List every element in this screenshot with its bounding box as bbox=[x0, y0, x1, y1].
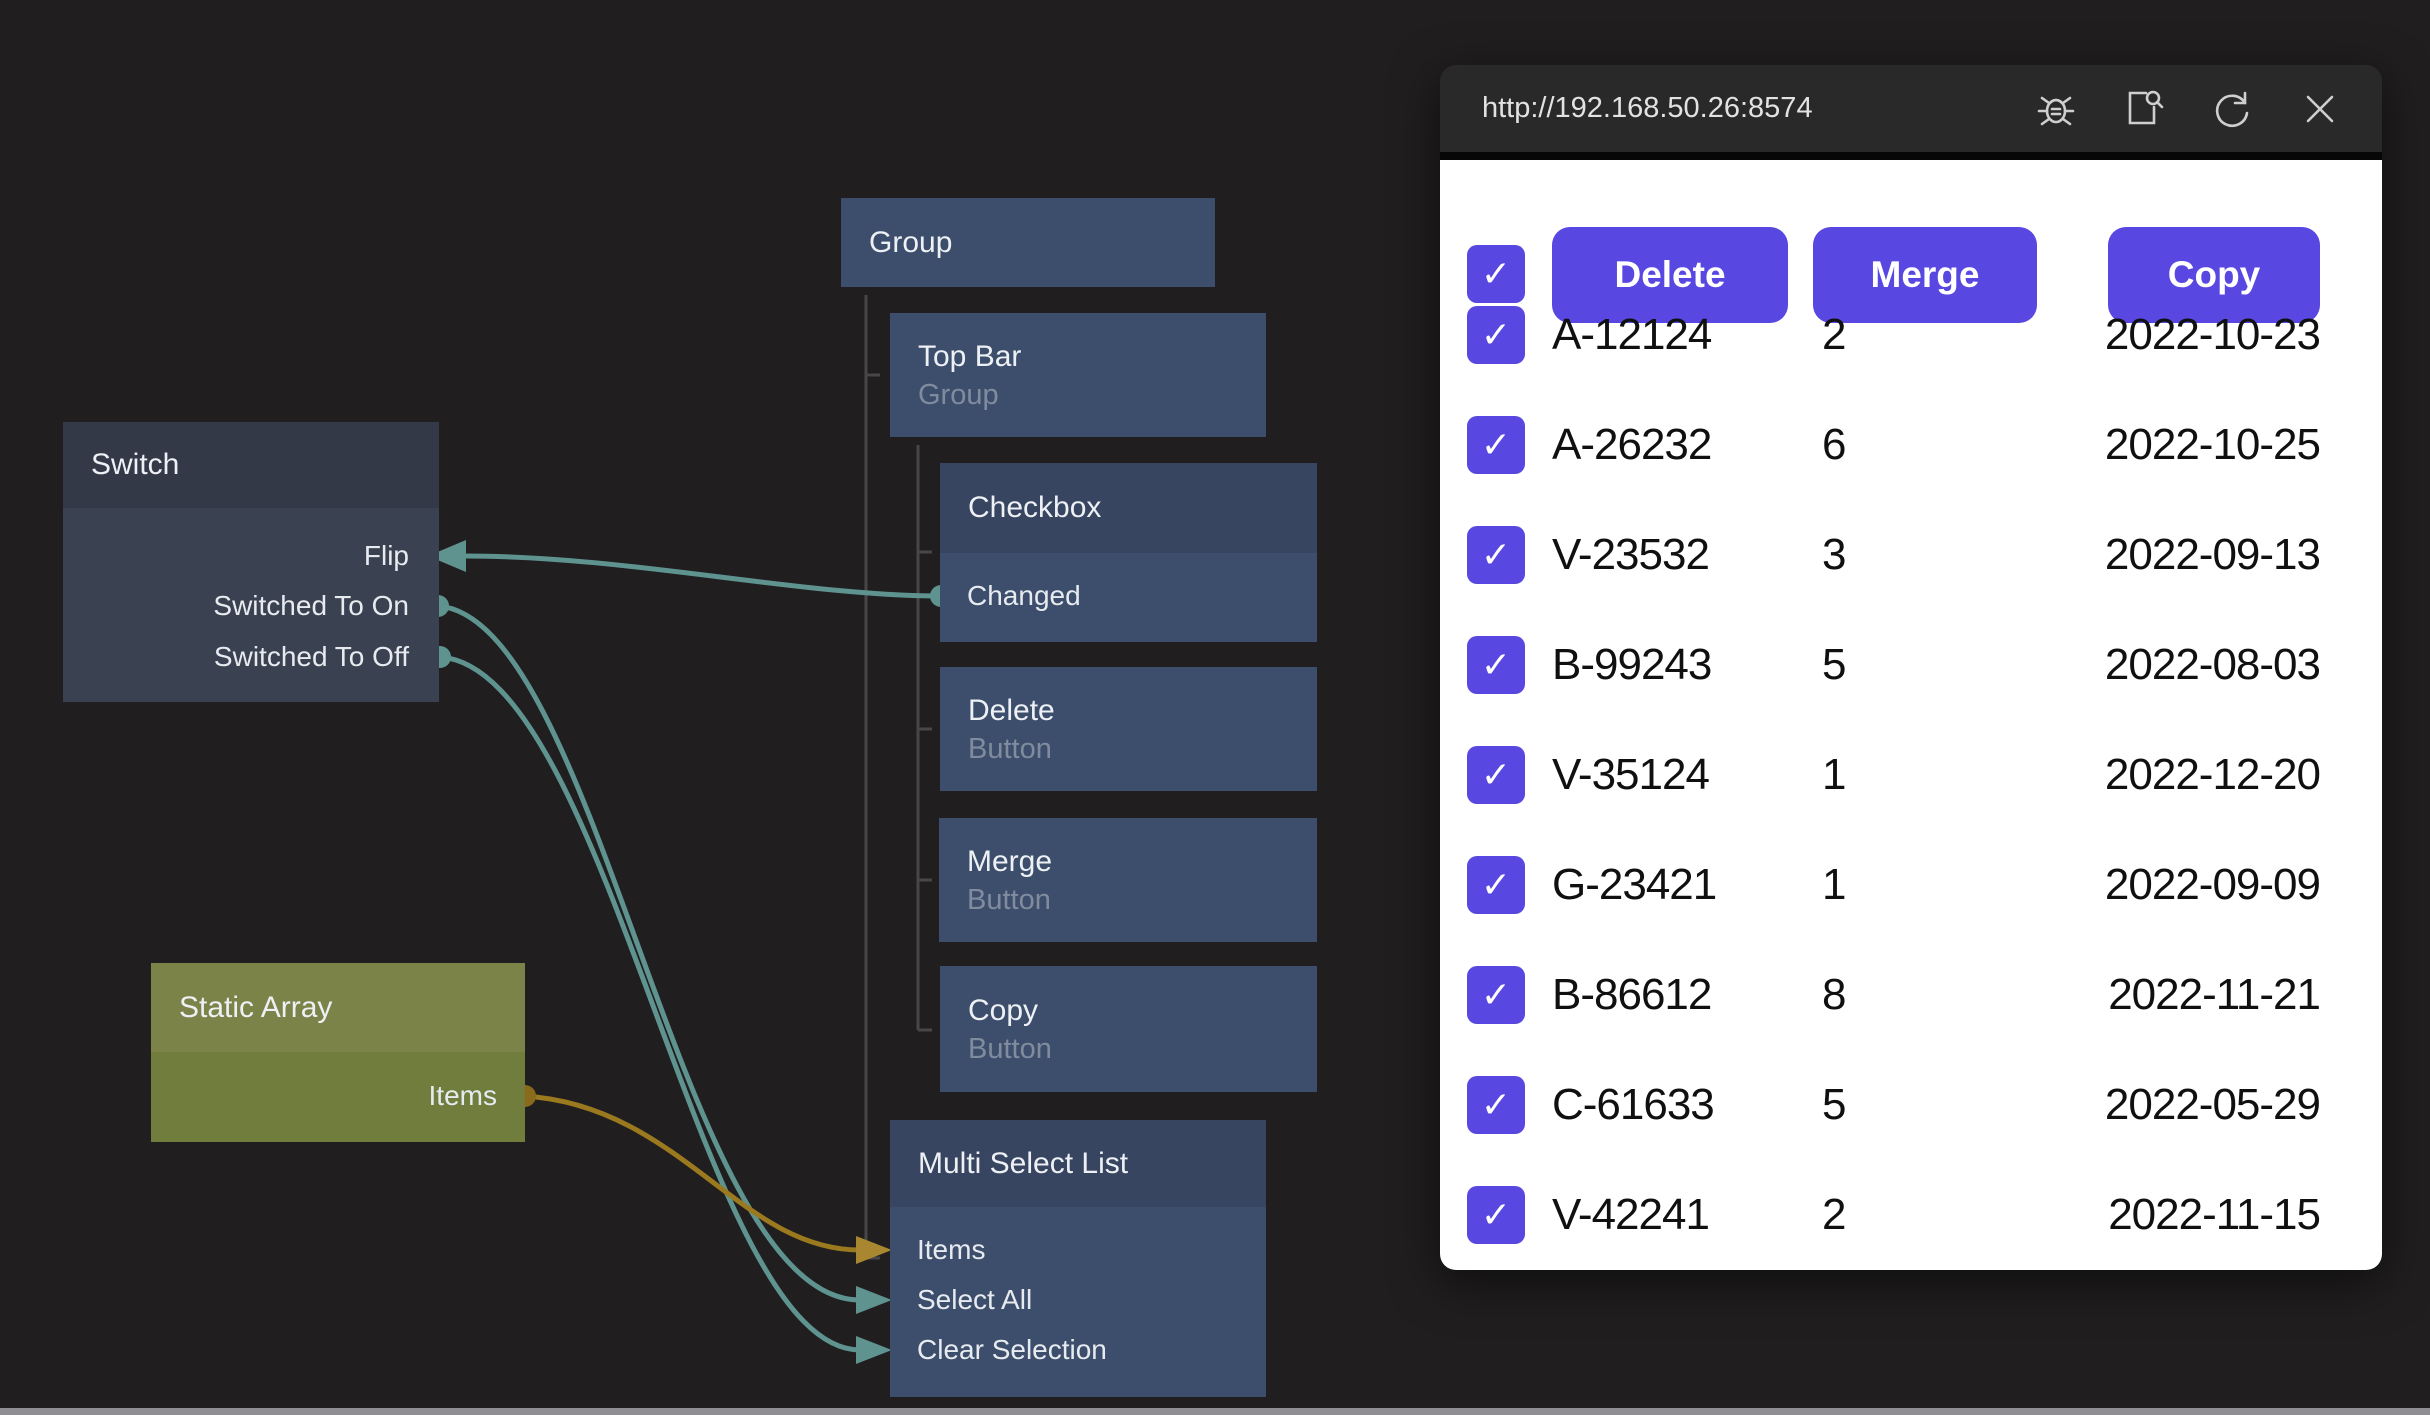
row-qty: 1 bbox=[1822, 750, 1847, 799]
row-qty: 6 bbox=[1822, 420, 1847, 469]
row-qty: 5 bbox=[1822, 640, 1847, 689]
row-id: A-26232 bbox=[1552, 420, 1712, 469]
wire-on-to-select-all[interactable] bbox=[437, 603, 861, 1303]
titlebar-divider bbox=[1440, 152, 2382, 160]
row-checkbox[interactable]: ✓ bbox=[1467, 306, 1525, 364]
row-checkbox[interactable]: ✓ bbox=[1467, 746, 1525, 804]
node-title: Copy bbox=[968, 994, 1039, 1027]
horizontal-scrollbar[interactable] bbox=[0, 1408, 2430, 1415]
row-id: A-12124 bbox=[1552, 310, 1712, 359]
row-checkbox[interactable]: ✓ bbox=[1467, 1076, 1525, 1134]
node-title: Checkbox bbox=[940, 463, 1317, 553]
port-arrow-clear-selection[interactable] bbox=[856, 1336, 892, 1364]
node-subtitle: Button bbox=[967, 884, 1051, 916]
port-label-items: Items bbox=[917, 1234, 986, 1265]
row-checkbox[interactable]: ✓ bbox=[1467, 416, 1525, 474]
row-date: 2022-08-03 bbox=[2104, 640, 2321, 689]
row-id: C-61633 bbox=[1552, 1080, 1715, 1129]
port-label-static-items: Items bbox=[428, 1080, 497, 1111]
node-subtitle: Group bbox=[918, 379, 999, 411]
port-label-switched-to-on: Switched To On bbox=[213, 590, 409, 621]
row-date: 2022-05-29 bbox=[2104, 1080, 2321, 1129]
merge-button[interactable]: Merge bbox=[1813, 227, 2037, 323]
row-date: 2022-11-15 bbox=[2108, 1190, 2321, 1239]
node-subtitle: Button bbox=[968, 1033, 1052, 1065]
tree-connector-group bbox=[864, 295, 880, 1260]
node-title: Top Bar bbox=[918, 340, 1022, 373]
copy-button[interactable]: Copy bbox=[2108, 227, 2320, 323]
row-qty: 2 bbox=[1822, 1190, 1847, 1239]
browser-preview-panel: http://192.168.50.26:8574 bbox=[1440, 65, 2382, 1270]
row-date: 2022-09-09 bbox=[2104, 860, 2321, 909]
row-date: 2022-12-20 bbox=[2104, 750, 2321, 799]
row-qty: 2 bbox=[1822, 310, 1847, 359]
row-qty: 5 bbox=[1822, 1080, 1847, 1129]
delete-button[interactable]: Delete bbox=[1552, 227, 1788, 323]
port-label-flip: Flip bbox=[363, 540, 409, 571]
row-id: V-35124 bbox=[1552, 750, 1710, 799]
wire-items-to-items[interactable] bbox=[524, 1093, 861, 1253]
close-icon[interactable] bbox=[2300, 89, 2340, 129]
bug-icon[interactable] bbox=[2036, 89, 2076, 129]
node-title: Delete bbox=[968, 694, 1055, 727]
port-label-select-all: Select All bbox=[917, 1284, 1033, 1315]
node-title: Group bbox=[869, 225, 953, 259]
inspect-page-icon[interactable] bbox=[2124, 89, 2164, 129]
select-all-checkbox[interactable]: ✓ bbox=[1467, 245, 1525, 303]
row-checkbox[interactable]: ✓ bbox=[1467, 1186, 1525, 1244]
row-checkbox[interactable]: ✓ bbox=[1467, 526, 1525, 584]
port-arrow-select-all[interactable] bbox=[856, 1286, 892, 1314]
node-switch[interactable]: Switch Flip Switched To On Switched To O… bbox=[63, 422, 439, 702]
node-subtitle: Button bbox=[968, 733, 1052, 765]
browser-page-content: ✓ Delete Merge Copy ✓ A-12124 2 2022-10-… bbox=[1440, 160, 2382, 1270]
row-date: 2022-10-25 bbox=[2104, 420, 2321, 469]
node-group[interactable]: Group bbox=[841, 198, 1215, 287]
node-top-bar[interactable]: Top Bar Group bbox=[890, 313, 1266, 437]
browser-titlebar: http://192.168.50.26:8574 bbox=[1440, 65, 2382, 152]
refresh-icon[interactable] bbox=[2212, 89, 2252, 129]
node-copy[interactable]: Copy Button bbox=[940, 966, 1317, 1092]
row-id: V-23532 bbox=[1552, 530, 1710, 579]
port-label-switched-to-off: Switched To Off bbox=[213, 641, 409, 672]
row-checkbox[interactable]: ✓ bbox=[1467, 856, 1525, 914]
node-title: Switch bbox=[63, 422, 439, 508]
row-date: 2022-11-21 bbox=[2108, 970, 2321, 1019]
node-merge[interactable]: Merge Button bbox=[939, 818, 1317, 942]
port-arrow-items[interactable] bbox=[856, 1236, 892, 1264]
row-id: G-23421 bbox=[1552, 860, 1717, 909]
node-title: Merge bbox=[967, 845, 1053, 878]
row-date: 2022-09-13 bbox=[2104, 530, 2321, 579]
row-date: 2022-10-23 bbox=[2104, 310, 2321, 359]
port-label-clear-selection: Clear Selection bbox=[917, 1334, 1107, 1365]
row-id: V-42241 bbox=[1552, 1190, 1710, 1239]
row-id: B-99243 bbox=[1552, 640, 1712, 689]
row-qty: 1 bbox=[1822, 860, 1847, 909]
node-title: Multi Select List bbox=[890, 1120, 1266, 1207]
tree-connector-topbar bbox=[916, 445, 932, 1032]
wire-changed-to-flip[interactable] bbox=[465, 553, 942, 599]
url-text[interactable]: http://192.168.50.26:8574 bbox=[1482, 92, 1813, 124]
node-delete[interactable]: Delete Button bbox=[940, 667, 1317, 791]
node-checkbox[interactable]: Checkbox Changed bbox=[940, 463, 1317, 642]
row-qty: 8 bbox=[1822, 970, 1847, 1019]
node-multi-select-list[interactable]: Multi Select List Items Select All Clear… bbox=[890, 1120, 1266, 1397]
row-checkbox[interactable]: ✓ bbox=[1467, 636, 1525, 694]
node-title: Static Array bbox=[151, 963, 525, 1052]
port-label-changed: Changed bbox=[967, 580, 1081, 611]
row-id: B-86612 bbox=[1552, 970, 1712, 1019]
row-qty: 3 bbox=[1822, 530, 1847, 579]
node-static-array[interactable]: Static Array Items bbox=[151, 963, 525, 1142]
row-checkbox[interactable]: ✓ bbox=[1467, 966, 1525, 1024]
